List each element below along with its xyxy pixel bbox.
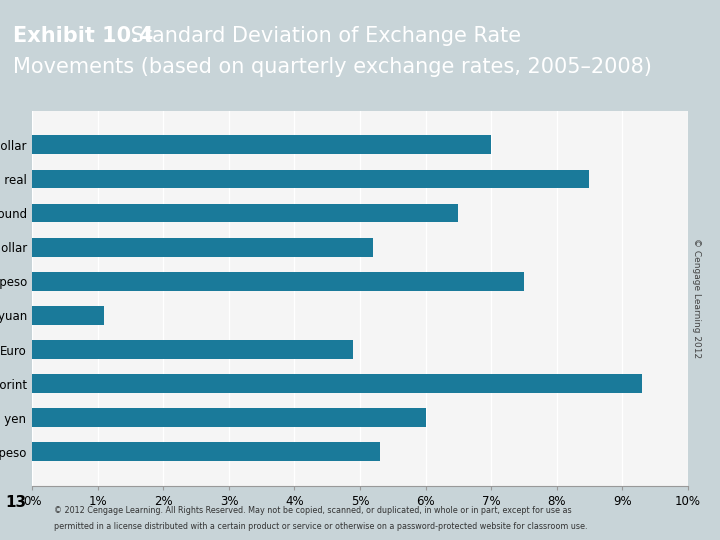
Text: 13: 13 [6, 495, 27, 510]
Text: Standard Deviation of Exchange Rate: Standard Deviation of Exchange Rate [124, 26, 521, 46]
Text: Exhibit 10.4: Exhibit 10.4 [13, 26, 153, 46]
Bar [32, 170, 590, 188]
Bar [32, 136, 491, 154]
Bar [32, 340, 354, 359]
Bar [32, 408, 426, 427]
Text: © Cengage Learning 2012: © Cengage Learning 2012 [693, 238, 701, 359]
Bar [32, 374, 642, 393]
Text: © 2012 Cengage Learning. All Rights Reserved. May not be copied, scanned, or dup: © 2012 Cengage Learning. All Rights Rese… [54, 506, 572, 515]
Bar [32, 238, 373, 256]
Bar [32, 442, 379, 461]
Text: Movements (based on quarterly exchange rates, 2005–2008): Movements (based on quarterly exchange r… [13, 57, 652, 77]
Bar [32, 306, 104, 325]
Bar [32, 272, 523, 291]
Text: permitted in a license distributed with a certain product or service or otherwis: permitted in a license distributed with … [54, 522, 588, 531]
Bar [32, 204, 458, 222]
